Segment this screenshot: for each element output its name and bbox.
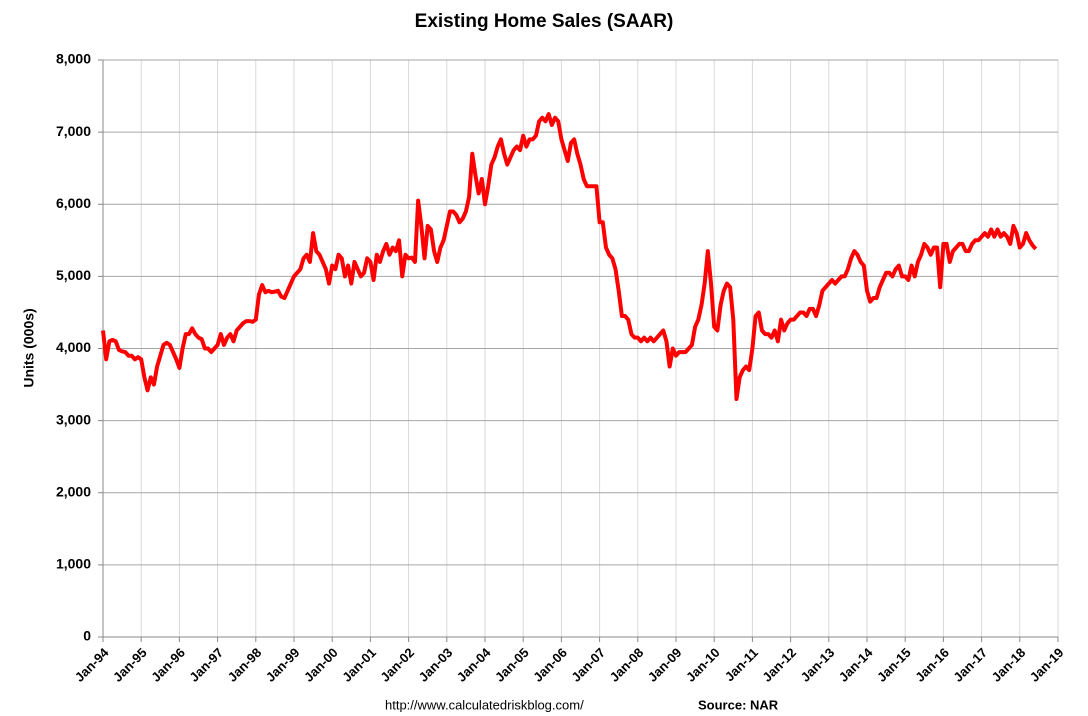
chart-title: Existing Home Sales (SAAR) (415, 11, 674, 32)
x-tick-label: Jan-98 (225, 645, 265, 685)
x-tick-label: Jan-08 (607, 645, 647, 685)
x-tick-label: Jan-15 (874, 645, 914, 685)
y-tick-label: 6,000 (56, 195, 91, 211)
x-tick-label: Jan-06 (530, 645, 570, 685)
x-tick-label: Jan-16 (912, 645, 952, 685)
y-tick-label: 4,000 (56, 339, 91, 355)
y-tick-label: 2,000 (56, 483, 91, 499)
x-tick-label: Jan-03 (416, 645, 456, 685)
x-tick-label: Jan-99 (263, 645, 303, 685)
y-tick-label: 8,000 (56, 51, 91, 67)
x-tick-label: Jan-14 (836, 644, 876, 684)
x-tick-label: Jan-01 (339, 645, 379, 685)
x-tick-label: Jan-04 (454, 644, 494, 684)
x-tick-label: Jan-18 (989, 645, 1029, 685)
data-line (101, 112, 1038, 401)
x-tick-label: Jan-02 (377, 645, 417, 685)
footer-url: http://www.calculatedriskblog.com/ (385, 697, 584, 712)
footer-source: Source: NAR (698, 697, 779, 712)
x-tick-label: Jan-07 (568, 645, 608, 685)
x-tick-label: Jan-09 (645, 645, 685, 685)
x-tick-label: Jan-00 (301, 645, 341, 685)
y-axis-label: Units (000s) (21, 308, 37, 387)
x-tick-label: Jan-17 (950, 645, 990, 685)
y-tick-label: 0 (83, 628, 91, 644)
y-tick-label: 7,000 (56, 123, 91, 139)
y-tick-label: 5,000 (56, 267, 91, 283)
x-tick-label: Jan-05 (492, 645, 532, 685)
x-tick-label: Jan-96 (148, 645, 188, 685)
x-tick-label: Jan-19 (1027, 645, 1067, 685)
y-tick-label: 1,000 (56, 556, 91, 572)
x-tick-label: Jan-12 (759, 645, 799, 685)
x-tick-label: Jan-94 (72, 644, 112, 684)
x-tick-label: Jan-13 (798, 645, 838, 685)
y-tick-label: 3,000 (56, 411, 91, 427)
x-tick-label: Jan-97 (186, 645, 226, 685)
x-tick-label: Jan-95 (110, 645, 150, 685)
x-tick-label: Jan-10 (683, 645, 723, 685)
x-tick-label: Jan-11 (722, 645, 761, 684)
